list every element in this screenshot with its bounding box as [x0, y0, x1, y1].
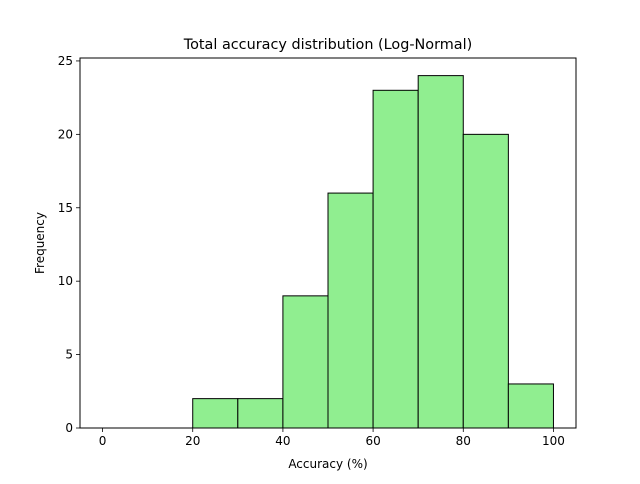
histogram-bar-2 — [192, 398, 239, 429]
x-axis: 0 20 40 60 80 100 — [99, 428, 565, 448]
x-axis-label: Accuracy (%) — [288, 457, 367, 471]
x-tick-label-1: 20 — [185, 434, 200, 448]
y-axis-label: Frequency — [33, 212, 47, 274]
y-tick-label-3: 15 — [58, 201, 73, 215]
histogram-bar-8 — [462, 133, 509, 429]
y-tick-label-4: 20 — [58, 127, 73, 141]
plot-frame — [79, 57, 577, 429]
y-tick-label-2: 10 — [58, 274, 73, 288]
x-tick-label-4: 80 — [456, 434, 471, 448]
x-tick-label-2: 40 — [275, 434, 290, 448]
x-tick-label-3: 60 — [365, 434, 380, 448]
histogram-bar-5 — [327, 192, 374, 429]
histogram-bar-6 — [372, 89, 419, 429]
y-tick-label-0: 0 — [65, 421, 73, 435]
histogram-bar-7 — [417, 75, 464, 429]
y-tick-label-5: 25 — [58, 54, 73, 68]
x-tick-label-0: 0 — [99, 434, 107, 448]
chart-title: Total accuracy distribution (Log-Normal) — [183, 37, 472, 53]
histogram-bar-9 — [507, 383, 554, 429]
y-axis: 0 5 10 15 20 25 — [58, 54, 80, 435]
histogram-bar-4 — [282, 295, 329, 429]
x-tick-label-5: 100 — [542, 434, 565, 448]
y-tick-label-1: 5 — [65, 348, 73, 362]
histogram-bar-3 — [237, 398, 284, 429]
bars-layer — [192, 75, 554, 429]
